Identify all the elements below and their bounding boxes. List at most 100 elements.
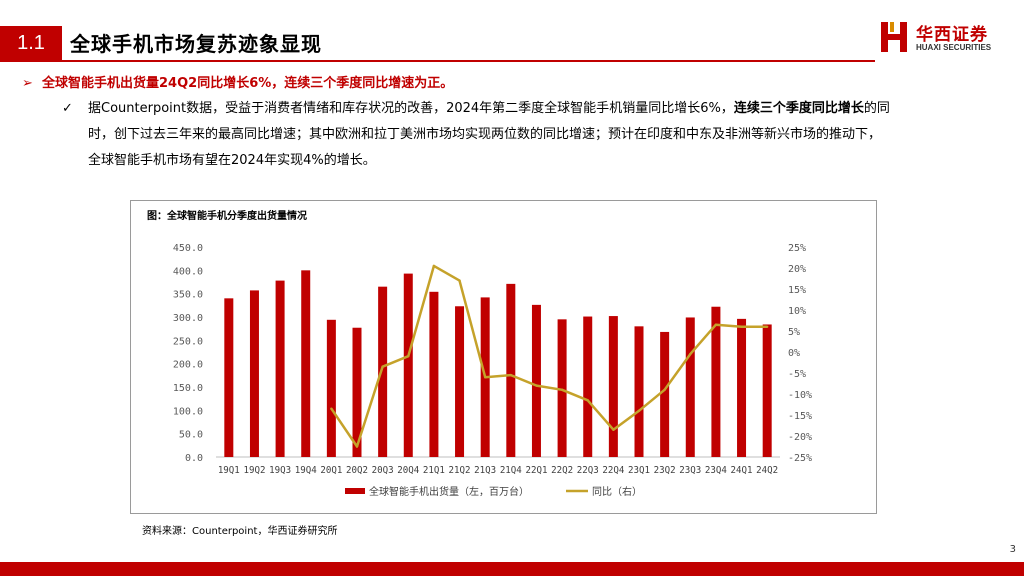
bar xyxy=(737,318,747,457)
logo-text-en: HUAXI SECURITIES xyxy=(916,43,992,52)
yoy-point xyxy=(432,264,436,268)
right-axis-tick-label: -10% xyxy=(788,390,812,401)
yoy-point xyxy=(663,388,666,391)
legend-bar-swatch xyxy=(345,488,365,494)
left-axis-tick-label: 100.0 xyxy=(173,406,203,417)
bar xyxy=(301,270,311,457)
x-axis-tick-label: 24Q1 xyxy=(731,465,753,476)
bar xyxy=(762,324,772,457)
yoy-point xyxy=(330,407,333,410)
logo: 华西证券 HUAXI SECURITIES xyxy=(880,20,1010,56)
bar xyxy=(429,291,439,457)
x-axis-tick-label: 21Q1 xyxy=(423,465,445,476)
bar xyxy=(608,316,618,457)
paragraph-bold-text: 连续三个季度同比增长 xyxy=(733,101,864,116)
bar xyxy=(275,280,285,457)
yoy-point xyxy=(381,365,384,368)
left-axis-tick-label: 400.0 xyxy=(173,266,203,277)
checkmark-icon: ✓ xyxy=(62,101,73,116)
x-axis-tick-label: 20Q4 xyxy=(397,465,419,476)
body-paragraph: ✓ 据Counterpoint数据，受益于消费者情绪和库存状况的改善，2024年… xyxy=(62,96,1002,174)
yoy-point xyxy=(458,279,461,282)
bar xyxy=(403,273,413,457)
left-axis-tick-label: 150.0 xyxy=(173,383,203,394)
x-axis-tick-label: 21Q3 xyxy=(474,465,496,476)
right-axis-tick-label: -25% xyxy=(788,453,812,464)
right-axis-tick-label: 5% xyxy=(788,327,800,338)
x-axis-tick-label: 19Q2 xyxy=(243,465,265,476)
header-divider xyxy=(0,60,875,62)
x-axis-tick-label: 20Q3 xyxy=(372,465,394,476)
bar xyxy=(326,319,336,457)
x-axis-tick-label: 24Q2 xyxy=(756,465,778,476)
bar xyxy=(378,286,388,457)
x-axis-tick-label: 23Q3 xyxy=(679,465,701,476)
bar xyxy=(249,290,259,457)
left-axis-tick-label: 0.0 xyxy=(185,453,203,464)
yoy-point xyxy=(586,399,589,402)
left-axis-tick-label: 450.0 xyxy=(173,243,203,254)
paragraph-line-2: 时，创下过去三年来的最高同比增速；其中欧洲和拉丁美洲市场均实现两位数的同比增速；… xyxy=(88,127,882,142)
x-axis-tick-label: 22Q3 xyxy=(577,465,599,476)
right-axis-tick-label: 10% xyxy=(788,306,806,317)
bar xyxy=(506,283,516,457)
page-number: 3 xyxy=(1009,544,1016,555)
x-axis-tick-label: 19Q4 xyxy=(295,465,317,476)
right-axis-tick-label: 20% xyxy=(788,264,806,275)
bar xyxy=(583,316,593,457)
yoy-point xyxy=(689,352,692,356)
paragraph-text: 据Counterpoint数据，受益于消费者情绪和库存状况的改善，2024年第二… xyxy=(88,101,734,116)
legend-line-label: 同比（右） xyxy=(592,485,642,498)
arrow-bullet-icon: ➢ xyxy=(22,76,33,91)
bar xyxy=(685,317,695,457)
right-axis-tick-label: -20% xyxy=(788,432,812,443)
x-axis-tick-label: 19Q1 xyxy=(218,465,240,476)
paragraph-line-1: 据Counterpoint数据，受益于消费者情绪和库存状况的改善，2024年第二… xyxy=(62,96,1002,122)
bar xyxy=(711,306,721,457)
bar xyxy=(660,331,670,457)
chart-title: 图：全球智能手机分季度出货量情况 xyxy=(147,211,307,222)
paragraph-text: 的同 xyxy=(863,101,890,116)
x-axis-tick-label: 21Q2 xyxy=(449,465,471,476)
x-axis-tick-label: 21Q4 xyxy=(500,465,522,476)
yoy-point xyxy=(407,355,410,358)
page-title: 全球手机市场复苏迹象显现 xyxy=(70,32,322,56)
paragraph-line-3: 全球智能手机市场有望在2024年实现4%的增长。 xyxy=(88,153,376,168)
yoy-point xyxy=(560,388,564,391)
x-axis-tick-label: 22Q1 xyxy=(525,465,547,476)
x-axis-tick-label: 19Q3 xyxy=(269,465,291,476)
x-axis-tick-label: 20Q2 xyxy=(346,465,368,476)
left-axis-tick-label: 300.0 xyxy=(173,313,203,324)
bar xyxy=(224,298,234,457)
bar xyxy=(634,326,644,457)
bar xyxy=(557,319,567,457)
yoy-point xyxy=(612,428,615,431)
x-axis-tick-label: 22Q2 xyxy=(551,465,573,476)
bar xyxy=(352,327,362,457)
yoy-point xyxy=(740,325,743,328)
left-axis-tick-label: 250.0 xyxy=(173,336,203,347)
chart-frame xyxy=(130,200,877,514)
yoy-point xyxy=(355,445,359,448)
bar xyxy=(455,306,465,457)
headline-bullet: ➢ 全球智能手机出货量24Q2同比增长6%，连续三个季度同比增速为正。 xyxy=(22,72,453,91)
logo-text-cn: 华西证券 xyxy=(916,25,988,45)
right-axis-tick-label: 15% xyxy=(788,285,806,296)
bar xyxy=(531,304,541,457)
section-number: 1.1 xyxy=(0,26,62,60)
x-axis-tick-label: 23Q2 xyxy=(654,465,676,476)
footer-bar xyxy=(0,562,1024,576)
right-axis-tick-label: 0% xyxy=(788,348,800,359)
left-axis-tick-label: 200.0 xyxy=(173,360,203,371)
right-axis-tick-label: 25% xyxy=(788,243,806,254)
yoy-line xyxy=(330,264,768,448)
yoy-point xyxy=(637,409,641,412)
left-axis-tick-label: 50.0 xyxy=(179,430,203,441)
x-axis-tick-label: 23Q4 xyxy=(705,465,727,476)
yoy-point xyxy=(483,376,487,379)
yoy-point xyxy=(535,384,538,387)
yoy-point xyxy=(765,325,769,328)
x-axis-tick-label: 20Q1 xyxy=(320,465,342,476)
x-axis-tick-label: 23Q1 xyxy=(628,465,650,476)
